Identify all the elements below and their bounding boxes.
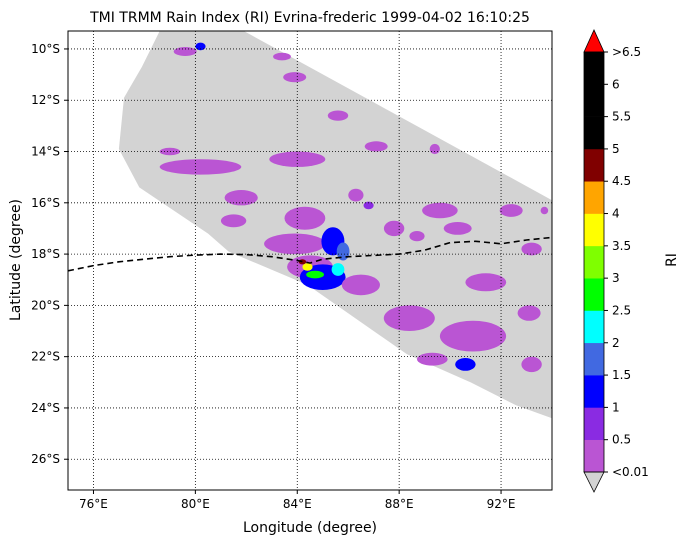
rain-patch-26	[409, 231, 425, 242]
rain-patch-0	[173, 47, 197, 56]
rain-patch-17	[336, 242, 350, 261]
colorbar-tick-label: 6	[612, 77, 620, 91]
colorbar-segment-9	[584, 148, 604, 182]
rain-patch-31	[521, 242, 542, 256]
rain-patch-11	[220, 214, 247, 228]
x-tick-label: 88°E	[385, 497, 414, 511]
rain-patch-4	[327, 110, 349, 121]
chart-title: TMI TRMM Rain Index (RI) Evrina-frederic…	[89, 10, 530, 26]
colorbar-segment-4	[584, 310, 604, 344]
rain-patch-35	[439, 320, 507, 352]
map-area	[68, 31, 552, 490]
rain-patch-36	[521, 356, 542, 373]
y-tick-label: 24°S	[31, 401, 60, 415]
colorbar-under-arrow	[583, 471, 605, 493]
colorbar-frame	[583, 51, 605, 473]
colorbar: <0.01 0.5 1 1.5 2 2.5 3 3.5 4 4.5 5 5.5 6 >6.5	[583, 29, 649, 493]
colorbar-segment-8	[584, 181, 604, 214]
y-tick-label: 10°S	[31, 42, 60, 56]
y-tick-label: 26°S	[31, 452, 60, 466]
x-tick-label: 92°E	[487, 497, 516, 511]
tmi-swath	[118, 31, 552, 419]
colorbar-tick-label: 4	[612, 207, 620, 221]
colorbar-segment-0	[584, 439, 604, 473]
colorbar-over-arrow	[583, 29, 605, 53]
rain-patch-21	[306, 270, 324, 279]
y-axis-ticks: 10°S 12°S 14°S 16°S 18°S 20°S 22°S 24°S 26°S	[31, 42, 68, 466]
storm-track-line	[68, 236, 552, 272]
x-axis-label: Longitude (degree)	[243, 520, 377, 536]
colorbar-tick-label: 1.5	[612, 368, 631, 382]
rain-patch-8	[159, 147, 181, 156]
rain-patch-37	[417, 352, 448, 366]
y-tick-label: 18°S	[31, 247, 60, 261]
colorbar-tick-label: 5	[612, 142, 620, 156]
rain-patch-27	[422, 202, 458, 219]
rain-patch-9	[269, 151, 326, 167]
rain-patch-20	[331, 263, 345, 276]
rain-patch-2	[273, 52, 291, 61]
colorbar-label: RI	[664, 253, 680, 267]
y-axis-label: Latitude (degree)	[8, 199, 24, 321]
rain-patch-1	[195, 42, 206, 51]
colorbar-segment-5	[584, 278, 604, 311]
rain-patch-32	[465, 273, 507, 292]
y-tick-label: 20°S	[31, 298, 60, 312]
rain-patch-30	[540, 206, 549, 215]
rain-patch-38	[455, 358, 476, 371]
rain-patch-15	[264, 233, 326, 255]
colorbar-tick-label: 5.5	[612, 110, 631, 124]
colorbar-tick-label: 1	[612, 400, 620, 414]
colorbar-segment-2	[584, 375, 604, 408]
x-tick-label: 76°E	[79, 497, 108, 511]
colorbar-tick-label: <0.01	[612, 465, 649, 479]
colorbar-tick-label: 2	[612, 336, 620, 350]
plot-frame	[67, 30, 553, 491]
rain-patch-22	[302, 263, 313, 271]
rain-patch-25	[383, 220, 405, 237]
colorbar-tick-label: >6.5	[612, 45, 641, 59]
rain-patch-10	[224, 190, 258, 206]
rain-patch-13	[348, 188, 364, 202]
y-tick-label: 22°S	[31, 350, 60, 364]
y-tick-label: 16°S	[31, 196, 60, 210]
y-tick-label: 12°S	[31, 93, 60, 107]
rain-patch-14	[363, 201, 374, 210]
rain-patch-34	[383, 305, 435, 332]
x-tick-label: 84°E	[283, 497, 312, 511]
rain-patch-33	[517, 305, 541, 321]
colorbar-segment-10	[584, 116, 604, 150]
rain-patch-29	[499, 204, 523, 217]
colorbar-tick-label: 3.5	[612, 239, 631, 253]
colorbar-segment-11	[584, 84, 604, 117]
rain-patch-6	[429, 143, 440, 155]
x-axis-ticks: 76°E 80°E 84°E 88°E 92°E	[79, 490, 515, 511]
colorbar-tick-label: 0.5	[612, 433, 631, 447]
rain-patch-24	[341, 274, 380, 296]
rain-patch-12	[284, 206, 326, 230]
rain-patch-3	[283, 72, 307, 83]
rain-patch-28	[443, 222, 472, 235]
colorbar-segment-1	[584, 407, 604, 440]
rain-patch-7	[159, 159, 242, 175]
colorbar-tick-label: 4.5	[612, 174, 631, 188]
rain-patch-5	[364, 141, 388, 152]
x-tick-label: 80°E	[181, 497, 210, 511]
y-tick-label: 14°S	[31, 145, 60, 159]
colorbar-tick-label: 3	[612, 271, 620, 285]
colorbar-segment-12	[584, 52, 604, 85]
colorbar-segment-3	[584, 342, 604, 376]
colorbar-segment-6	[584, 245, 604, 279]
colorbar-tick-label: 2.5	[612, 303, 631, 317]
colorbar-segment-7	[584, 213, 604, 247]
